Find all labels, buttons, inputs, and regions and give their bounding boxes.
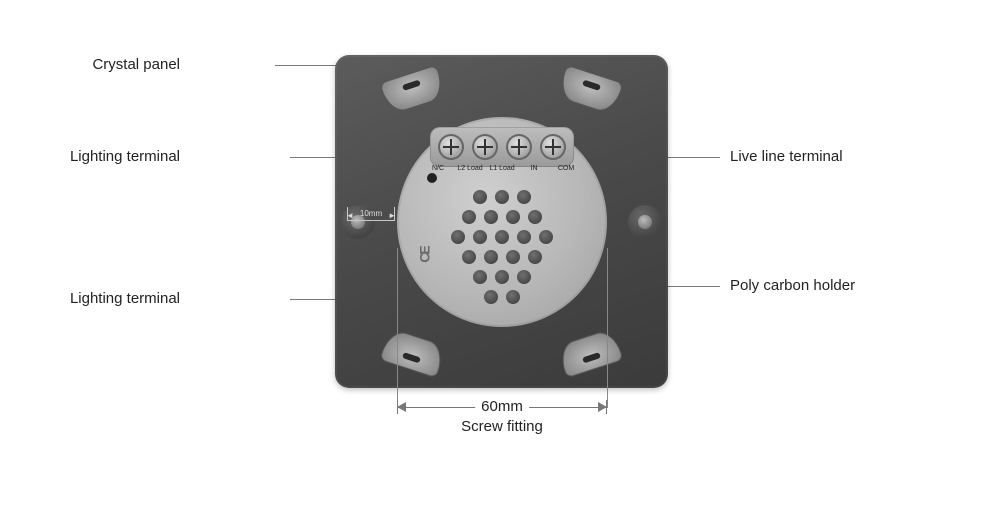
- vent-hole: [495, 270, 509, 284]
- terminal-screw: [438, 134, 464, 160]
- vent-hole: [484, 290, 498, 304]
- mount-claw: [556, 65, 624, 116]
- vent-hole: [506, 210, 520, 224]
- vent-hole: [528, 250, 542, 264]
- label-crystal-panel: Crystal panel: [92, 56, 180, 73]
- ce-mark: CE: [417, 247, 433, 262]
- vent-hole: [539, 230, 553, 244]
- vent-hole: [517, 230, 531, 244]
- mount-claw: [379, 65, 447, 116]
- crystal-panel: ◄10mm► N/C L2 Load L1 Load IN COM CE: [335, 55, 668, 388]
- dimension-value: 60mm: [475, 398, 529, 415]
- vent-hole: [506, 250, 520, 264]
- mount-claw: [556, 328, 624, 379]
- vent-hole: [462, 250, 476, 264]
- dim-extension: [607, 248, 608, 408]
- indicator-hole: [427, 173, 437, 183]
- vent-hole: [495, 230, 509, 244]
- terminal-screw: [506, 134, 532, 160]
- vent-hole: [506, 290, 520, 304]
- mount-claw: [379, 328, 447, 379]
- label-lighting-terminal-1: Lighting terminal: [70, 148, 180, 165]
- vent-hole: [484, 210, 498, 224]
- terminal-block: [430, 127, 574, 167]
- label-lighting-terminal-2: Lighting terminal: [70, 290, 180, 307]
- screw-post-right: [628, 205, 662, 239]
- vent-hole: [517, 270, 531, 284]
- dim-extension: [397, 248, 398, 408]
- vent-hole: [462, 210, 476, 224]
- poly-carbon-holder: N/C L2 Load L1 Load IN COM CE: [397, 117, 607, 327]
- vent-hole: [528, 210, 542, 224]
- diagram-stage: Crystal panel Lighting terminal Lighting…: [0, 0, 1000, 507]
- vent-hole: [473, 270, 487, 284]
- terminal-labels: N/C L2 Load L1 Load IN COM: [422, 165, 582, 172]
- label-live-line-terminal: Live line terminal: [730, 148, 843, 165]
- vent-hole: [473, 190, 487, 204]
- label-poly-carbon-holder: Poly carbon holder: [730, 277, 855, 294]
- vent-hole: [451, 230, 465, 244]
- vent-hole: [517, 190, 531, 204]
- dimension-caption: Screw fitting: [397, 418, 607, 435]
- terminal-screw: [540, 134, 566, 160]
- vent-hole: [473, 230, 487, 244]
- dimension-60mm: 60mm Screw fitting: [397, 400, 607, 435]
- vent-hole: [495, 190, 509, 204]
- terminal-screw: [472, 134, 498, 160]
- gauge-10mm: ◄10mm►: [347, 207, 395, 221]
- vent-hole: [484, 250, 498, 264]
